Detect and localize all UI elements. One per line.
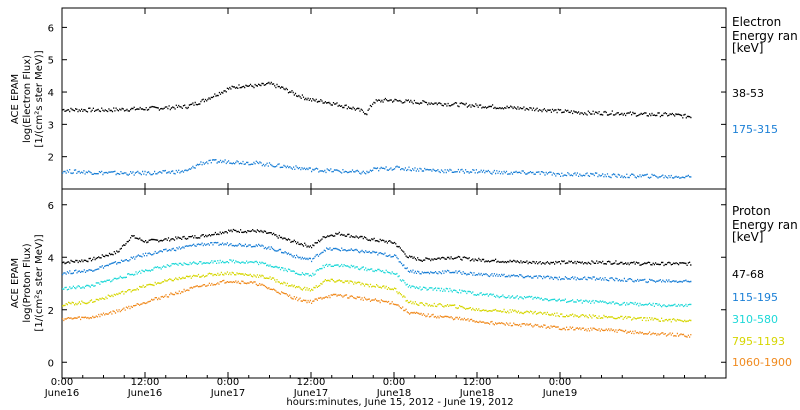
electron-ytick-label-3: 5 [48,56,54,67]
electron-legend-entry-1: 175-315 [732,123,778,136]
xtick-label-3: 12:00 [297,377,326,388]
proton-y-axis: 0 2 4 6 [48,201,726,369]
electron-ytick-label-4: 6 [48,23,54,34]
proton-panel: 0 2 4 6 ACE EPAM log(Proton Flux) [1/(cm²s … [10,201,798,370]
x-axis-label: hours:minutes, June 15, 2012 - June 19, … [286,397,513,408]
proton-ytick-label-1: 2 [48,306,54,317]
xtick-sublabel-0: June16 [44,388,80,399]
proton-ylabel-line2: log(Proton Flux) [22,243,33,322]
proton-ylabel-line3: [1/(cm²s ster MeV)] [34,234,45,331]
electron-legend-entry-0: 38-53 [732,87,764,100]
electron-ytick-label-0: 2 [48,153,54,164]
electron-y-axis: 2 3 4 5 6 [48,23,726,164]
electron-ylabel-line1: ACE EPAM [10,74,21,124]
xtick-label-0: 0:00 [51,377,73,388]
electron-panel: 2 3 4 5 6 ACE EPAM log(Electron Flux) [1/(cm… [10,15,798,179]
proton-legend-entry-3: 795-1193 [732,335,785,348]
xtick-sublabel-4: June18 [376,388,412,399]
electron-legend-title-1: Electron [732,15,781,29]
proton-ytick-label-2: 4 [48,253,54,264]
electron-legend-title-2: Energy ran [732,29,798,43]
proton-legend-title-2: Energy ran [732,218,798,232]
xtick-label-2: 0:00 [217,377,239,388]
xtick-sublabel-3: June17 [293,388,329,399]
proton-ytick-label-0: 0 [48,358,54,369]
proton-series-3 [62,271,692,323]
xtick-label-6: 0:00 [549,377,571,388]
xtick-label-4: 0:00 [383,377,405,388]
electron-legend-title-3: [keV] [732,41,763,55]
x-axis: 0:00June1612:00June160:00June1712:00June… [44,8,706,399]
proton-ylabel-line1: ACE EPAM [10,258,21,308]
proton-series-2 [62,259,692,308]
proton-series [62,228,692,338]
proton-legend-entry-0: 47-68 [732,268,764,281]
xtick-label-1: 12:00 [131,377,160,388]
proton-legend-entry-2: 310-580 [732,313,778,326]
electron-series [62,81,692,179]
proton-legend-entry-1: 115-195 [732,291,778,304]
electron-ylabel-line3: [1/(cm²s ster MeV)] [34,50,45,147]
xtick-sublabel-2: June17 [210,388,246,399]
xtick-label-5: 12:00 [463,377,492,388]
proton-series-4 [62,279,692,338]
xtick-sublabel-5: June18 [459,388,495,399]
electron-ylabel-line2: log(Electron Flux) [22,55,33,143]
proton-series-1 [62,241,692,284]
electron-ytick-label-1: 3 [48,120,54,131]
electron-series-0 [62,81,692,119]
proton-legend-title-1: Proton [732,204,771,218]
xtick-sublabel-1: June16 [127,388,163,399]
electron-series-1 [62,159,692,179]
proton-legend-title-3: [keV] [732,230,763,244]
proton-series-0 [62,228,692,267]
proton-ytick-label-3: 6 [48,201,54,212]
electron-ytick-label-2: 4 [48,88,54,99]
xtick-sublabel-6: June19 [542,388,578,399]
proton-legend-entry-4: 1060-1900 [732,356,792,369]
